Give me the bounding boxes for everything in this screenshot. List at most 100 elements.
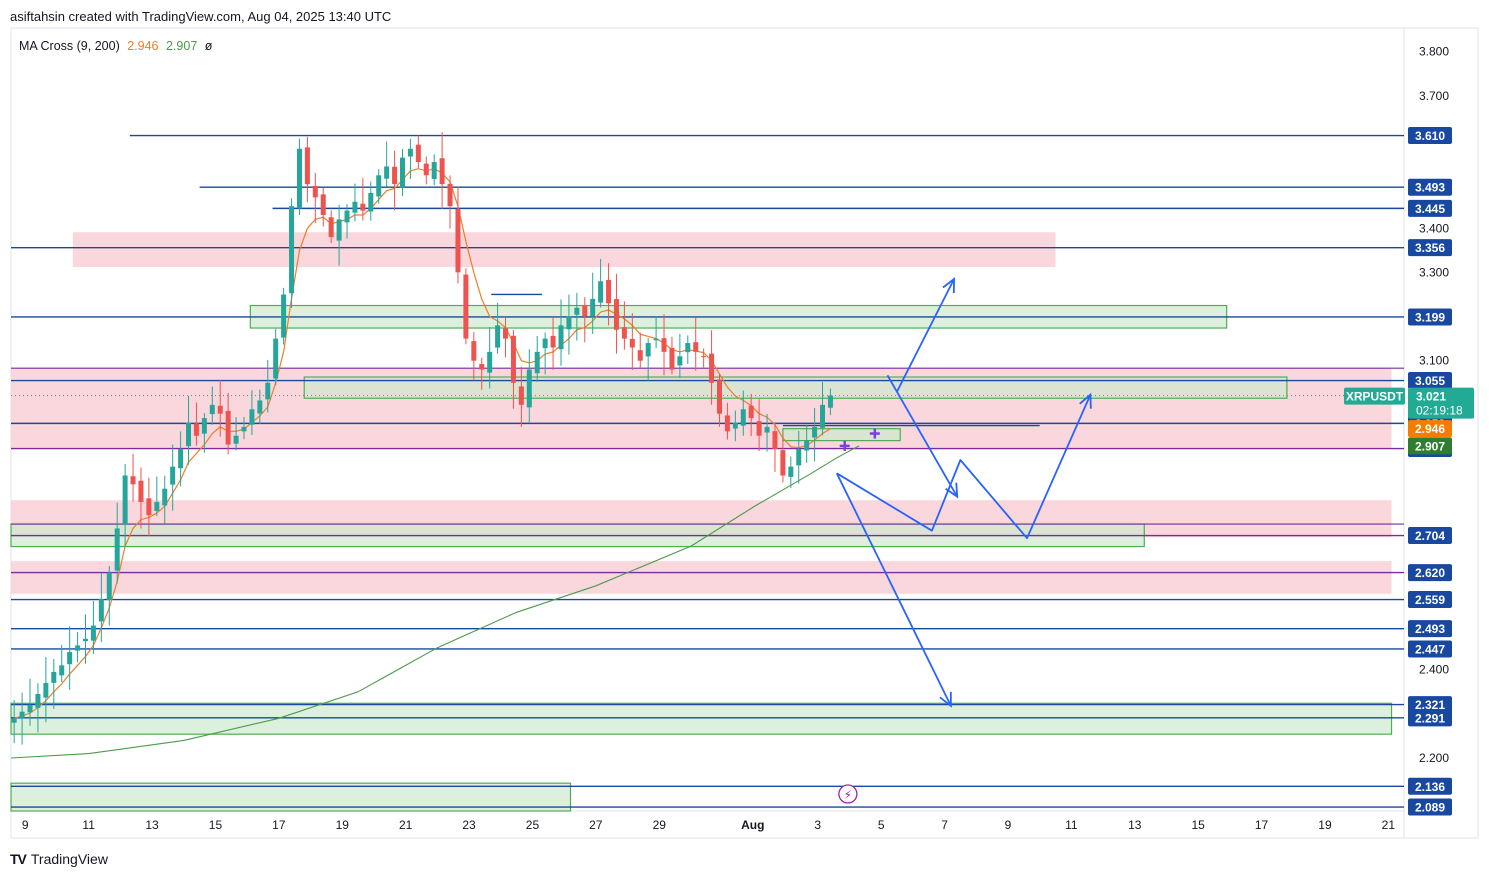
level-badge-3.199-text-0: 3.199	[1415, 310, 1445, 324]
projection-arrow-0	[942, 277, 956, 294]
candle-body-78	[629, 338, 635, 348]
candle-body-4	[43, 682, 49, 698]
candle-body-72	[582, 305, 588, 317]
last-price-badge-bg	[1408, 387, 1474, 419]
candle-body-57	[463, 274, 469, 339]
candle-body-85	[685, 343, 691, 353]
candle-body-58	[471, 341, 477, 361]
candle-body-53	[431, 162, 437, 180]
candle-body-61	[495, 325, 501, 348]
candle-body-24	[201, 418, 207, 434]
zone-red-2	[11, 561, 1392, 594]
y-tick-3.300: 3.300	[1419, 265, 1449, 279]
last-price-countdown: 02:19:18	[1416, 404, 1463, 418]
level-badge-2.447-text-0: 2.447	[1415, 642, 1445, 656]
indicator-legend[interactable]: MA Cross (9, 200) 2.946 2.907 ø	[19, 39, 212, 53]
x-tick-17-4: 17	[272, 818, 286, 832]
level-badge-2.136-bg	[1408, 777, 1452, 795]
candle-body-46	[376, 175, 382, 197]
candle-body-3	[35, 694, 41, 708]
candle-body-20	[170, 466, 176, 485]
candle-body-91	[732, 422, 738, 429]
x-tick-27-9: 27	[589, 818, 603, 832]
candle-body-95	[764, 426, 770, 433]
projection-path-3	[835, 472, 952, 707]
x-tick-17-19: 17	[1255, 818, 1269, 832]
candle-body-83	[669, 347, 675, 370]
zone-red-3	[72, 232, 1056, 268]
candle-body-56	[455, 208, 461, 273]
level-badge-2.321-bg	[1408, 696, 1452, 714]
candle-body-19	[162, 488, 168, 506]
candle-body-98	[788, 466, 794, 477]
candle-body-43	[352, 201, 358, 213]
level-badge-3.055-text-0: 3.055	[1415, 374, 1445, 388]
level-badge-2.620-bg	[1408, 564, 1452, 582]
candle-body-2	[27, 705, 33, 713]
level-badge-2.291-bg	[1408, 709, 1452, 727]
candle-body-102	[820, 404, 826, 428]
lightning-icon: ⚡	[844, 788, 852, 802]
candle-body-40	[328, 217, 334, 238]
candle-body-1	[19, 711, 25, 719]
candle-body-34	[281, 294, 287, 338]
candle-body-22	[186, 422, 192, 447]
candle-body-38	[312, 185, 318, 198]
y-tick-2.400: 2.400	[1419, 663, 1449, 677]
level-badge-2.559-bg	[1408, 591, 1452, 609]
footer-brand[interactable]: TV TradingView	[10, 851, 108, 867]
candle-body-77	[621, 327, 627, 339]
candle-body-47	[384, 166, 390, 179]
candle-body-32	[265, 382, 271, 400]
y-tick-2.200: 2.200	[1419, 751, 1449, 765]
level-badge-2.136-text-0: 2.136	[1415, 780, 1445, 794]
candle-body-66	[534, 351, 540, 374]
candle-body-17	[146, 498, 152, 516]
candle-body-50	[407, 148, 413, 157]
candle-body-68	[550, 335, 556, 348]
candle-body-73	[590, 298, 596, 317]
x-tick-7-14: 7	[941, 818, 948, 832]
candle-body-12	[106, 572, 112, 601]
candle-body-23	[193, 423, 199, 436]
x-tick-19-5: 19	[336, 818, 350, 832]
zone-green-6	[782, 428, 901, 442]
ma-slow-badge-bg	[1408, 437, 1452, 455]
y-tick-3.700: 3.700	[1419, 89, 1449, 103]
candle-body-93	[748, 405, 754, 419]
candle-body-45	[368, 192, 374, 212]
candle-body-51	[415, 144, 421, 163]
visibility-icon[interactable]: ø	[204, 39, 213, 53]
level-badge-2.704-bg	[1408, 527, 1452, 545]
level-badge-2.620-text-0: 2.620	[1415, 566, 1445, 580]
x-tick-13-2: 13	[145, 818, 159, 832]
level-badge-3.610-bg	[1408, 127, 1452, 145]
level-badge-3.356-text-0: 3.356	[1415, 241, 1445, 255]
candle-body-67	[542, 338, 548, 349]
ma-slow-line	[10, 445, 860, 759]
candle-body-33	[273, 338, 279, 379]
candle-body-92	[740, 409, 746, 426]
candle-body-36	[296, 148, 302, 209]
x-tick-21-21: 21	[1382, 818, 1396, 832]
y-tick-3.800: 3.800	[1419, 45, 1449, 59]
candle-body-97	[780, 450, 786, 476]
candle-body-5	[51, 671, 57, 683]
candle-body-54	[439, 158, 445, 185]
projection-path-1	[886, 374, 958, 498]
candle-body-44	[360, 203, 366, 211]
horizontal-levels	[11, 134, 1404, 808]
candle-body-87	[701, 356, 707, 358]
projection-path-0	[896, 278, 955, 393]
candle-body-64	[518, 386, 524, 405]
candle-body-13	[114, 528, 120, 571]
x-tick-13-17: 13	[1128, 818, 1142, 832]
symbol-label: XRPUSDT	[1346, 390, 1404, 404]
candle-body-25	[209, 404, 215, 415]
x-tick-11-1: 11	[82, 818, 95, 832]
x-tick-Aug-11: Aug	[741, 818, 764, 832]
candle-body-21	[178, 448, 184, 469]
price-badges: 3.6103.4933.4453.3563.1993.0552.9582.901…	[1344, 127, 1474, 816]
candle-body-35	[289, 206, 295, 294]
